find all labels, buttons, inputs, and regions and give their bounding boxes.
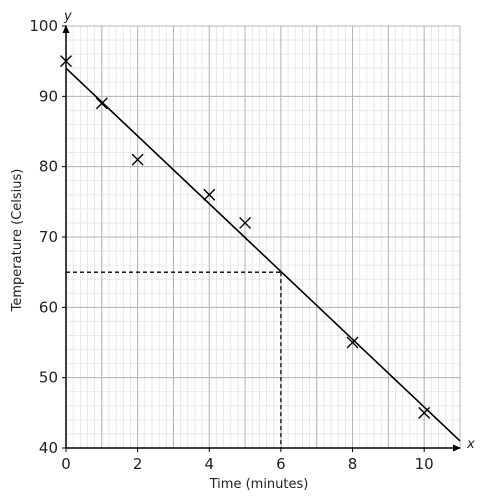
axes bbox=[62, 25, 461, 452]
x-tick-label: 10 bbox=[415, 455, 434, 473]
x-axis-arrow bbox=[453, 444, 461, 452]
data-point bbox=[131, 153, 144, 166]
data-point bbox=[239, 216, 252, 229]
y-axis-arrow bbox=[62, 25, 70, 33]
data-point bbox=[203, 188, 216, 201]
point-stroke bbox=[346, 336, 359, 349]
point-stroke bbox=[203, 188, 216, 201]
point-stroke bbox=[131, 153, 144, 166]
best-fit-line-group bbox=[65, 67, 461, 442]
x-tick-label: 2 bbox=[133, 455, 143, 473]
data-point bbox=[346, 336, 359, 349]
best-fit-line bbox=[65, 67, 461, 442]
point-stroke bbox=[418, 406, 431, 419]
y-axis-letter: y bbox=[63, 9, 72, 24]
x-axis-title: Time (minutes) bbox=[209, 477, 309, 492]
x-axis-letter: x bbox=[466, 437, 475, 452]
x-tick-label: 8 bbox=[348, 455, 358, 473]
data-point bbox=[418, 406, 431, 419]
y-tick-label: 50 bbox=[39, 369, 58, 387]
y-tick-label: 90 bbox=[39, 87, 58, 105]
point-stroke bbox=[95, 97, 108, 110]
data-point bbox=[95, 97, 108, 110]
x-tick-label: 0 bbox=[61, 455, 71, 473]
x-tick-label: 4 bbox=[204, 455, 214, 473]
point-stroke bbox=[239, 216, 252, 229]
y-axis-title: Temperature (Celsius) bbox=[10, 169, 25, 313]
y-tick-label: 60 bbox=[39, 298, 58, 316]
reading-guide-lines bbox=[66, 271, 282, 448]
y-tick-label: 80 bbox=[39, 158, 58, 176]
y-tick-label: 100 bbox=[29, 17, 58, 35]
y-tick-label: 40 bbox=[39, 439, 58, 457]
y-tick-label: 70 bbox=[39, 228, 58, 246]
x-tick-label: 6 bbox=[276, 455, 286, 473]
tick-labels: 0 2 4 6 8 10 40 50 60 70 80 90 100 bbox=[29, 17, 433, 473]
